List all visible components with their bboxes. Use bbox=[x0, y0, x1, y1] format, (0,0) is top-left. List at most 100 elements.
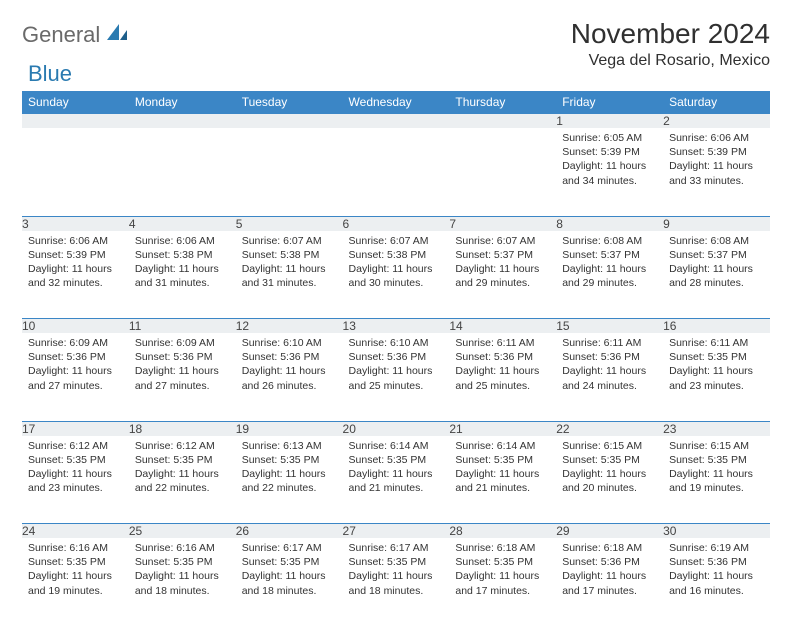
weekday-header: Saturday bbox=[663, 91, 770, 114]
day-number-cell: 19 bbox=[236, 421, 343, 436]
daylight-text: Daylight: 11 hours and 25 minutes. bbox=[349, 364, 444, 392]
day-cell: Sunrise: 6:17 AMSunset: 5:35 PMDaylight:… bbox=[343, 538, 450, 626]
day-number-cell: 6 bbox=[343, 216, 450, 231]
day-cell: Sunrise: 6:06 AMSunset: 5:39 PMDaylight:… bbox=[22, 231, 129, 319]
day-cell: Sunrise: 6:10 AMSunset: 5:36 PMDaylight:… bbox=[343, 333, 450, 421]
day-number: 18 bbox=[129, 422, 142, 436]
day-number: 13 bbox=[343, 319, 356, 333]
day-number-cell: 9 bbox=[663, 216, 770, 231]
sunrise-text: Sunrise: 6:14 AM bbox=[455, 439, 550, 453]
day-number-cell: 11 bbox=[129, 319, 236, 334]
daynum-row: 17181920212223 bbox=[22, 421, 770, 436]
sunrise-text: Sunrise: 6:07 AM bbox=[455, 234, 550, 248]
day-number: 27 bbox=[343, 524, 356, 538]
sunset-text: Sunset: 5:35 PM bbox=[562, 453, 657, 467]
daylight-text: Daylight: 11 hours and 29 minutes. bbox=[562, 262, 657, 290]
day-number-cell: 22 bbox=[556, 421, 663, 436]
week-row: Sunrise: 6:12 AMSunset: 5:35 PMDaylight:… bbox=[22, 436, 770, 524]
week-row: Sunrise: 6:09 AMSunset: 5:36 PMDaylight:… bbox=[22, 333, 770, 421]
sunset-text: Sunset: 5:35 PM bbox=[669, 350, 764, 364]
daylight-text: Daylight: 11 hours and 26 minutes. bbox=[242, 364, 337, 392]
day-cell bbox=[129, 128, 236, 216]
sunrise-text: Sunrise: 6:18 AM bbox=[562, 541, 657, 555]
day-number: 23 bbox=[663, 422, 676, 436]
day-cell: Sunrise: 6:18 AMSunset: 5:36 PMDaylight:… bbox=[556, 538, 663, 626]
sunrise-text: Sunrise: 6:13 AM bbox=[242, 439, 337, 453]
day-cell: Sunrise: 6:11 AMSunset: 5:36 PMDaylight:… bbox=[556, 333, 663, 421]
daylight-text: Daylight: 11 hours and 31 minutes. bbox=[135, 262, 230, 290]
sunset-text: Sunset: 5:35 PM bbox=[28, 555, 123, 569]
sunrise-text: Sunrise: 6:06 AM bbox=[669, 131, 764, 145]
weekday-header: Sunday bbox=[22, 91, 129, 114]
weekday-header: Tuesday bbox=[236, 91, 343, 114]
daylight-text: Daylight: 11 hours and 17 minutes. bbox=[562, 569, 657, 597]
day-cell: Sunrise: 6:10 AMSunset: 5:36 PMDaylight:… bbox=[236, 333, 343, 421]
sunset-text: Sunset: 5:36 PM bbox=[28, 350, 123, 364]
day-cell: Sunrise: 6:09 AMSunset: 5:36 PMDaylight:… bbox=[22, 333, 129, 421]
weekday-header-row: Sunday Monday Tuesday Wednesday Thursday… bbox=[22, 91, 770, 114]
sunset-text: Sunset: 5:35 PM bbox=[242, 453, 337, 467]
daynum-row: 24252627282930 bbox=[22, 524, 770, 539]
daylight-text: Daylight: 11 hours and 21 minutes. bbox=[349, 467, 444, 495]
sunrise-text: Sunrise: 6:10 AM bbox=[242, 336, 337, 350]
sunrise-text: Sunrise: 6:09 AM bbox=[135, 336, 230, 350]
day-cell: Sunrise: 6:05 AMSunset: 5:39 PMDaylight:… bbox=[556, 128, 663, 216]
day-cell: Sunrise: 6:17 AMSunset: 5:35 PMDaylight:… bbox=[236, 538, 343, 626]
day-number: 10 bbox=[22, 319, 35, 333]
day-number: 12 bbox=[236, 319, 249, 333]
day-number-cell: 4 bbox=[129, 216, 236, 231]
day-number-cell: 24 bbox=[22, 524, 129, 539]
day-number-cell: 2 bbox=[663, 114, 770, 129]
sunset-text: Sunset: 5:36 PM bbox=[242, 350, 337, 364]
day-cell: Sunrise: 6:07 AMSunset: 5:38 PMDaylight:… bbox=[343, 231, 450, 319]
daylight-text: Daylight: 11 hours and 29 minutes. bbox=[455, 262, 550, 290]
day-number-cell: 5 bbox=[236, 216, 343, 231]
sunrise-text: Sunrise: 6:06 AM bbox=[28, 234, 123, 248]
day-cell bbox=[22, 128, 129, 216]
daylight-text: Daylight: 11 hours and 19 minutes. bbox=[669, 467, 764, 495]
day-number: 7 bbox=[449, 217, 456, 231]
sunrise-text: Sunrise: 6:14 AM bbox=[349, 439, 444, 453]
day-number-cell: 27 bbox=[343, 524, 450, 539]
sunset-text: Sunset: 5:35 PM bbox=[28, 453, 123, 467]
sunrise-text: Sunrise: 6:05 AM bbox=[562, 131, 657, 145]
sunset-text: Sunset: 5:38 PM bbox=[135, 248, 230, 262]
day-number-cell: 20 bbox=[343, 421, 450, 436]
sunrise-text: Sunrise: 6:11 AM bbox=[669, 336, 764, 350]
sunset-text: Sunset: 5:35 PM bbox=[455, 453, 550, 467]
day-number: 6 bbox=[343, 217, 350, 231]
sunset-text: Sunset: 5:35 PM bbox=[135, 555, 230, 569]
day-cell: Sunrise: 6:06 AMSunset: 5:39 PMDaylight:… bbox=[663, 128, 770, 216]
sunrise-text: Sunrise: 6:18 AM bbox=[455, 541, 550, 555]
sunrise-text: Sunrise: 6:17 AM bbox=[349, 541, 444, 555]
logo-word2: Blue bbox=[28, 63, 129, 85]
month-title: November 2024 bbox=[571, 18, 770, 50]
sunset-text: Sunset: 5:36 PM bbox=[562, 555, 657, 569]
day-cell: Sunrise: 6:14 AMSunset: 5:35 PMDaylight:… bbox=[343, 436, 450, 524]
daylight-text: Daylight: 11 hours and 16 minutes. bbox=[669, 569, 764, 597]
sunset-text: Sunset: 5:35 PM bbox=[455, 555, 550, 569]
daylight-text: Daylight: 11 hours and 27 minutes. bbox=[28, 364, 123, 392]
day-number: 4 bbox=[129, 217, 136, 231]
day-number-cell: 25 bbox=[129, 524, 236, 539]
sunrise-text: Sunrise: 6:11 AM bbox=[455, 336, 550, 350]
day-number: 22 bbox=[556, 422, 569, 436]
day-number: 19 bbox=[236, 422, 249, 436]
day-cell: Sunrise: 6:18 AMSunset: 5:35 PMDaylight:… bbox=[449, 538, 556, 626]
day-cell bbox=[449, 128, 556, 216]
logo: General Blue bbox=[22, 18, 129, 85]
day-number-cell: 16 bbox=[663, 319, 770, 334]
daylight-text: Daylight: 11 hours and 18 minutes. bbox=[242, 569, 337, 597]
day-number-cell: 15 bbox=[556, 319, 663, 334]
sunset-text: Sunset: 5:35 PM bbox=[669, 453, 764, 467]
day-number-cell bbox=[236, 114, 343, 129]
weekday-header: Friday bbox=[556, 91, 663, 114]
day-number: 3 bbox=[22, 217, 29, 231]
daylight-text: Daylight: 11 hours and 18 minutes. bbox=[349, 569, 444, 597]
day-number-cell bbox=[343, 114, 450, 129]
sunset-text: Sunset: 5:36 PM bbox=[669, 555, 764, 569]
daynum-row: 12 bbox=[22, 114, 770, 129]
sunset-text: Sunset: 5:38 PM bbox=[242, 248, 337, 262]
daylight-text: Daylight: 11 hours and 24 minutes. bbox=[562, 364, 657, 392]
day-number-cell: 26 bbox=[236, 524, 343, 539]
